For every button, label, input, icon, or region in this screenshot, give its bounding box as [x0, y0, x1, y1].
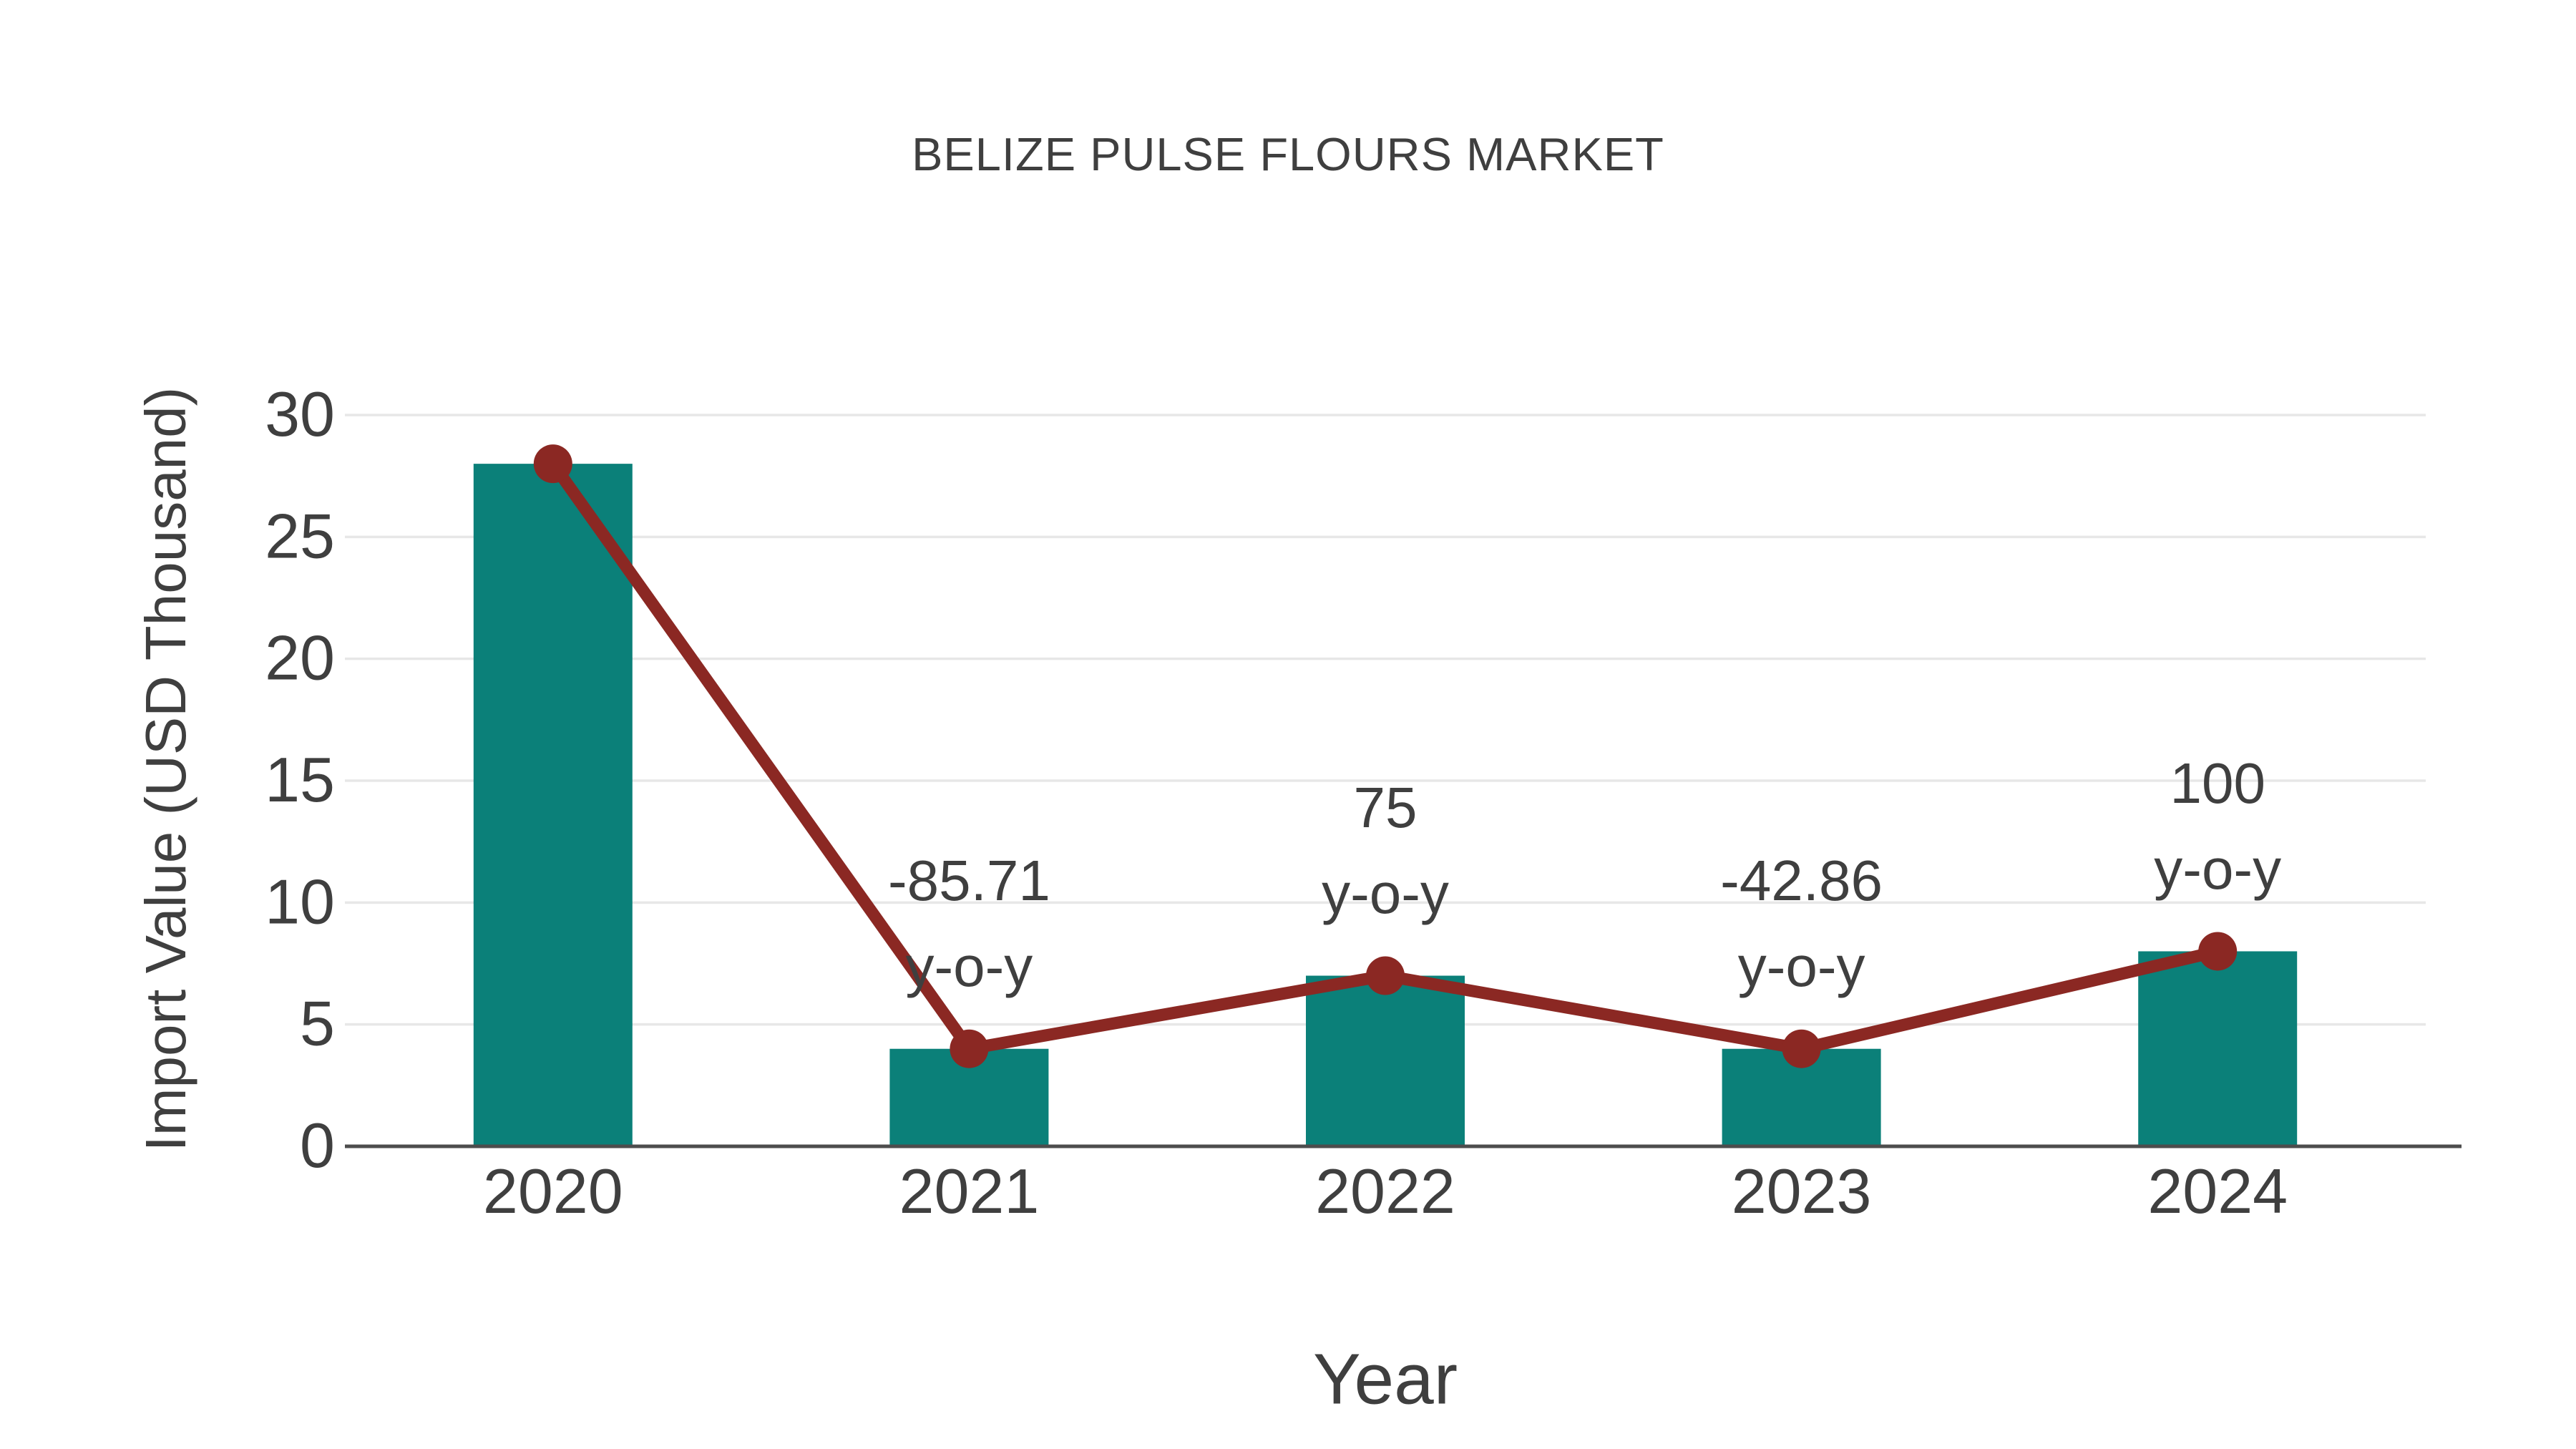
- trend-marker-2020: [533, 444, 572, 484]
- annotation-2024-line2: y-o-y: [2154, 837, 2281, 901]
- annotation-2023-line2: y-o-y: [1738, 935, 1865, 998]
- x-tick-label-2020: 2020: [483, 1156, 623, 1226]
- trend-marker-2024: [2198, 932, 2238, 971]
- chart-title: BELIZE PULSE FLOURS MARKET: [912, 128, 1664, 180]
- annotation-2021-line1: -85.71: [888, 849, 1050, 912]
- y-tick-label-30: 30: [265, 379, 335, 449]
- x-tick-label-2022: 2022: [1315, 1156, 1455, 1226]
- x-tick-label-2023: 2023: [1732, 1156, 1872, 1226]
- x-axis-title: Year: [1312, 1339, 1458, 1420]
- bar-2020: [473, 464, 633, 1146]
- y-tick-label-15: 15: [265, 744, 335, 815]
- y-tick-label-0: 0: [300, 1110, 335, 1181]
- annotation-2024-line1: 100: [2170, 751, 2265, 815]
- annotation-2021-line2: y-o-y: [906, 935, 1033, 998]
- x-tick-label-2021: 2021: [899, 1156, 1040, 1226]
- x-tick-label-2024: 2024: [2147, 1156, 2288, 1226]
- annotation-2022-line1: 75: [1354, 776, 1418, 839]
- bar-2022: [1306, 975, 1465, 1146]
- y-tick-label-25: 25: [265, 500, 335, 571]
- trend-marker-2023: [1782, 1029, 1821, 1068]
- y-tick-label-10: 10: [265, 866, 335, 937]
- bar-2024: [2138, 951, 2298, 1146]
- trend-marker-2022: [1366, 956, 1405, 995]
- y-tick-label-5: 5: [300, 988, 335, 1059]
- trend-marker-2021: [950, 1029, 989, 1068]
- y-tick-label-20: 20: [265, 623, 335, 693]
- annotation-2023-line1: -42.86: [1720, 849, 1883, 912]
- annotation-2022-line2: y-o-y: [1322, 862, 1449, 925]
